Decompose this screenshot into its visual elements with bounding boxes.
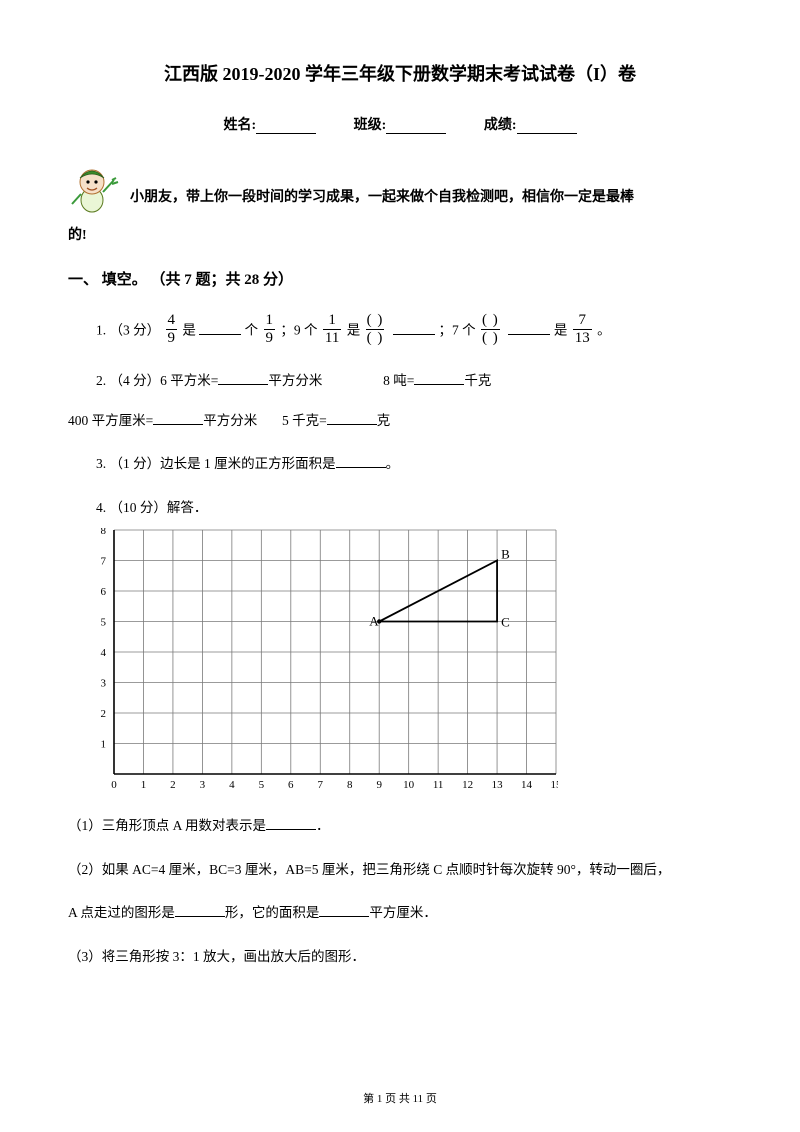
q2-unit-1: 平方分米 [268,373,322,388]
svg-text:9: 9 [376,779,382,791]
svg-text:11: 11 [433,779,444,791]
q4-text: 4. （10 分）解答． [96,500,207,515]
intro-text-2: 的! [0,224,732,244]
mascot-icon [68,160,124,216]
svg-text:14: 14 [521,779,533,791]
q2l2-a: 400 平方厘米= [68,413,153,428]
q3-text: 3. （1 分）边长是 1 厘米的正方形面积是 [96,456,336,471]
svg-text:1: 1 [101,739,107,751]
question-4-1: （1）三角形顶点 A 用数对表示是 ． [68,815,732,837]
svg-text:10: 10 [403,779,415,791]
student-info-row: 姓名: 班级: 成绩: [68,114,732,134]
q2-blank-2[interactable] [414,373,464,385]
q2-blank-1[interactable] [218,373,268,385]
svg-text:2: 2 [101,708,107,720]
q3-tail: 。 [386,456,400,471]
footer-mid: 页 共 [382,1093,412,1105]
svg-text:0: 0 [111,779,117,791]
q4s1-text: （1）三角形顶点 A 用数对表示是 [68,818,266,833]
question-4-3: （3）将三角形按 3：1 放大，画出放大后的图形． [68,946,732,968]
q1-blank-2[interactable] [393,323,435,335]
class-blank[interactable] [386,120,446,134]
q4s2-mid1: A 点走过的图形是 [68,905,175,920]
name-label: 姓名: [223,118,256,133]
q1-t1: 是 [182,323,196,338]
fraction-4-9: 49 [166,313,178,346]
svg-text:3: 3 [101,678,107,690]
class-label: 班级: [354,118,387,133]
q4s2-blank-1[interactable] [175,905,225,917]
svg-text:5: 5 [101,617,107,629]
svg-text:4: 4 [229,779,235,791]
intro-row: 小朋友，带上你一段时间的学习成果，一起来做个自我检测吧，相信你一定是最棒 [68,160,732,216]
q1-t7: 。 [597,323,611,338]
svg-text:15: 15 [551,779,559,791]
svg-text:12: 12 [462,779,473,791]
q2l2-c: 5 千克= [282,413,327,428]
q1-blank-1[interactable] [199,323,241,335]
page-title: 江西版 2019-2020 学年三年级下册数学期末考试试卷（I）卷 [68,60,732,86]
footer-total: 11 [413,1093,424,1105]
q1-t3: ；9 个 [280,323,321,338]
q2-part-2: 8 吨= [383,373,414,388]
svg-text:6: 6 [288,779,294,791]
score-blank[interactable] [517,120,577,134]
q1-prefix: 1. （3 分） [96,323,160,338]
question-3: 3. （1 分）边长是 1 厘米的正方形面积是 。 [68,453,732,475]
q1-t5: ；7 个 [438,323,479,338]
svg-text:5: 5 [259,779,265,791]
grid-chart: 012345678910111213141512345678ABC [96,528,732,797]
svg-text:C: C [501,615,510,630]
footer-pre: 第 [363,1093,377,1105]
svg-text:8: 8 [347,779,353,791]
q1-t2: 个 [245,323,262,338]
footer-post: 页 [423,1093,437,1105]
name-blank[interactable] [256,120,316,134]
svg-text:13: 13 [492,779,504,791]
q2-unit-2: 千克 [464,373,491,388]
svg-text:2: 2 [170,779,176,791]
fraction-blank-1[interactable] [366,313,385,346]
q2-prefix: 2. （4 分）6 平方米= [96,373,218,388]
q4s2-pre: （2）如果 AC=4 厘米，BC=3 厘米，AB=5 厘米，把三角形绕 C 点顺… [68,862,670,877]
svg-text:4: 4 [101,647,107,659]
q1-blank-3[interactable] [508,323,550,335]
fraction-1-11: 111 [323,313,341,346]
page-footer: 第 1 页 共 11 页 [0,1090,800,1106]
fraction-7-13: 713 [573,313,592,346]
svg-text:1: 1 [141,779,147,791]
q2-blank-4[interactable] [327,413,377,425]
q2l2-b: 平方分米 [203,413,257,428]
question-4-2: （2）如果 AC=4 厘米，BC=3 厘米，AB=5 厘米，把三角形绕 C 点顺… [68,859,732,924]
question-2: 2. （4 分）6 平方米= 平方分米 8 吨= 千克 [68,370,732,392]
q4s2-mid2: 形，它的面积是 [225,905,320,920]
fraction-1-9: 19 [264,313,276,346]
section-1-heading: 一、 填空。 （共 7 题；共 28 分） [68,268,732,289]
svg-text:7: 7 [318,779,324,791]
coordinate-grid: 012345678910111213141512345678ABC [96,528,558,792]
question-4: 4. （10 分）解答． [68,497,732,519]
intro-text-1: 小朋友，带上你一段时间的学习成果，一起来做个自我检测吧，相信你一定是最棒 [130,183,634,216]
svg-text:8: 8 [101,528,107,537]
q2l2-d: 克 [377,413,391,428]
q2-blank-3[interactable] [153,413,203,425]
q4s2-tail: 平方厘米． [369,905,437,920]
svg-text:7: 7 [101,556,107,568]
q4s1-blank[interactable] [266,818,316,830]
q1-t6: 是 [554,323,571,338]
fraction-blank-2[interactable] [481,313,500,346]
svg-text:3: 3 [200,779,206,791]
q1-t4: 是 [347,323,364,338]
question-1: 1. （3 分） 49 是 个 19 ；9 个 111 是 ；7 个 是 713… [68,315,732,348]
svg-text:6: 6 [101,586,107,598]
question-2-line2: 400 平方厘米= 平方分米 5 千克= 克 [68,410,732,432]
svg-text:B: B [501,547,510,562]
svg-text:A: A [369,614,379,629]
score-label: 成绩: [484,118,517,133]
q3-blank[interactable] [336,456,386,468]
q4s1-tail: ． [316,818,330,833]
q4s3-text: （3）将三角形按 3：1 放大，画出放大后的图形． [68,949,365,964]
q4s2-blank-2[interactable] [319,905,369,917]
